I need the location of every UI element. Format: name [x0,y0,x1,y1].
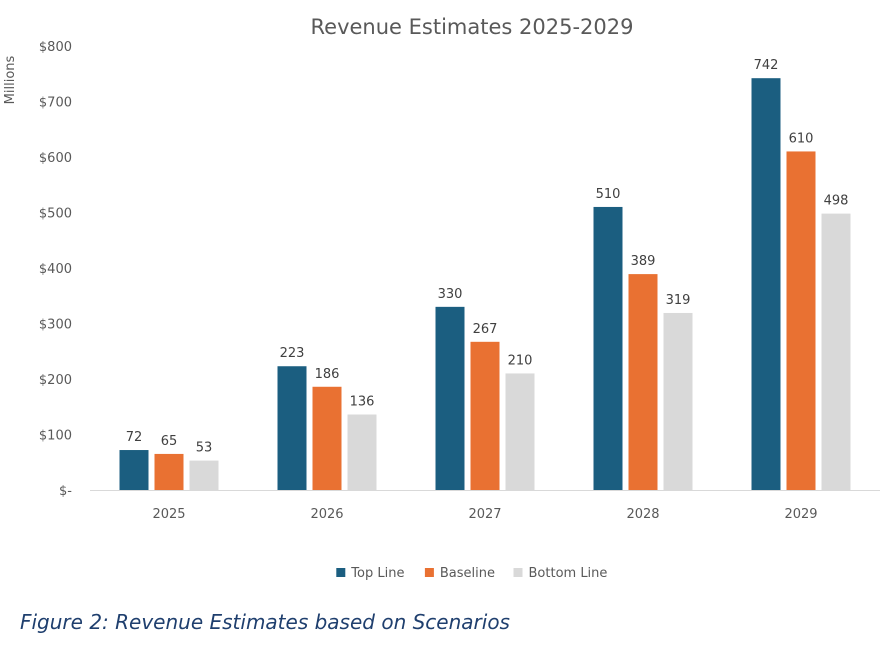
figure-caption: Figure 2: Revenue Estimates based on Sce… [20,610,510,634]
data-label: 389 [631,254,656,269]
data-label: 65 [161,434,178,449]
data-label: 498 [824,194,849,209]
legend-label: Baseline [440,566,495,581]
x-tick-label: 2025 [152,507,185,522]
data-label: 742 [754,58,779,73]
x-tick-label: 2028 [626,507,659,522]
legend-swatch [424,568,434,577]
bar [312,386,342,490]
bar [663,312,693,490]
bar [119,450,149,490]
bar [751,78,781,490]
legend: Top Line Baseline Bottom Line [336,566,607,581]
legend-swatch [513,568,523,577]
data-label: 330 [438,287,463,302]
y-tick-label: $400 [39,262,72,277]
bar [347,414,377,490]
data-label: 186 [315,367,340,382]
bar [786,151,816,490]
data-label: 510 [596,187,621,202]
legend-swatch [336,568,346,577]
y-tick-label: $600 [39,151,72,166]
legend-label: Top Line [350,566,404,581]
y-tick-label: $500 [39,207,72,222]
data-label: 210 [508,353,533,368]
y-tick-label: $- [59,484,72,499]
bar [470,341,500,490]
revenue-chart: Revenue Estimates 2025-2029 Millions $-$… [3,15,880,581]
legend-label: Bottom Line [529,566,608,581]
y-axis-ticks: $- $100 $200 $300 $400 $500 $600 $700 $800 [39,40,72,499]
data-label: 319 [666,293,691,308]
bar [189,460,219,490]
bar [821,213,851,491]
bar [277,366,307,490]
bar [593,206,623,490]
y-tick-label: $300 [39,318,72,333]
data-label: 72 [126,430,143,445]
y-tick-label: $700 [39,96,72,111]
x-tick-label: 2029 [784,507,817,522]
x-tick-label: 2026 [310,507,343,522]
data-label: 136 [350,395,375,410]
data-label: 53 [196,441,213,456]
y-axis-label: Millions [3,55,18,104]
y-tick-label: $100 [39,429,72,444]
chart-title: Revenue Estimates 2025-2029 [311,15,634,39]
y-tick-label: $200 [39,373,72,388]
bar [154,453,184,490]
data-label: 223 [280,346,305,361]
bar [505,373,535,490]
bar [435,306,465,490]
bar [628,274,658,490]
x-axis-ticks: 2025 2026 2027 2028 2029 [152,507,817,522]
bars-group: 72 65 53 223 186 136 330 267 210 510 389 319 742 610 4… [119,58,851,491]
data-label: 267 [473,322,498,337]
data-label: 610 [789,131,814,146]
y-tick-label: $800 [39,40,72,55]
x-tick-label: 2027 [468,507,501,522]
